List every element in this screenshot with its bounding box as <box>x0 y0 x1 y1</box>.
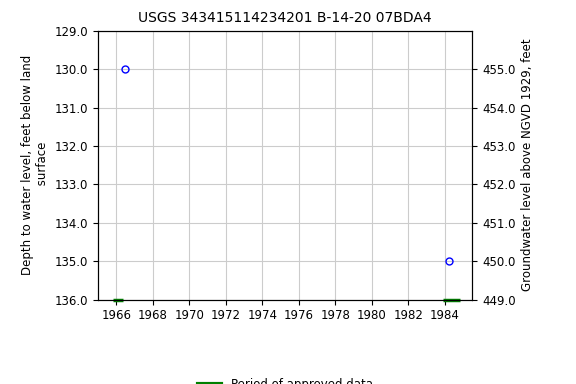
Title: USGS 343415114234201 B-14-20 07BDA4: USGS 343415114234201 B-14-20 07BDA4 <box>138 12 432 25</box>
Legend: Period of approved data: Period of approved data <box>193 373 377 384</box>
Y-axis label: Groundwater level above NGVD 1929, feet: Groundwater level above NGVD 1929, feet <box>521 39 534 291</box>
Y-axis label: Depth to water level, feet below land
 surface: Depth to water level, feet below land su… <box>21 55 49 275</box>
